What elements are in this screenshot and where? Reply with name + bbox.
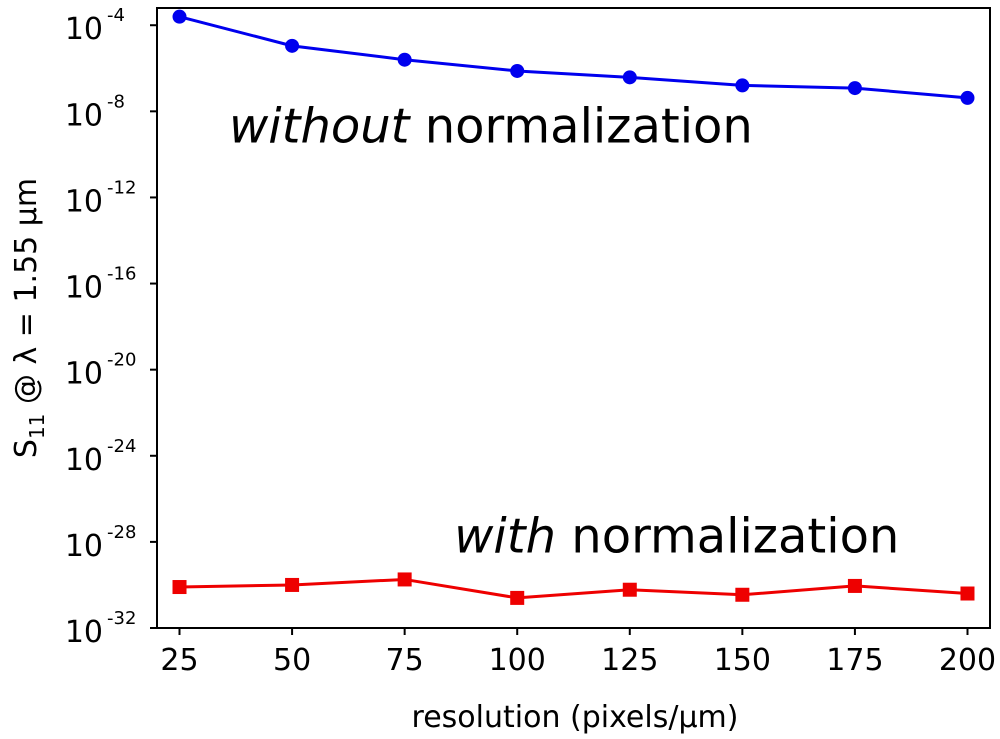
y-axis-label-subscript: 11: [25, 414, 49, 439]
x-tick-label: 150: [714, 643, 771, 678]
y-tick-exponent: -12: [107, 177, 136, 198]
annotation-italic: with: [454, 508, 556, 564]
series-1-point: [510, 63, 525, 78]
y-tick-exponent: -32: [107, 608, 136, 629]
series-2-point: [847, 578, 862, 593]
y-tick-label: 10: [65, 98, 103, 133]
series-2-point: [285, 577, 300, 592]
x-axis-ticks: 25 50 75 100 125 150 175 200: [160, 628, 996, 678]
series-1-point: [285, 38, 300, 53]
y-tick-exponent: -8: [107, 91, 125, 112]
series-2-point: [735, 587, 750, 602]
x-tick-label: 200: [939, 643, 996, 678]
y-axis-label: S11 @ λ = 1.55 µm: [9, 178, 49, 458]
series-2-line: [179, 577, 968, 600]
axes-frame: [156, 7, 991, 629]
x-tick-label: 50: [273, 643, 311, 678]
y-tick-exponent: -24: [107, 436, 136, 457]
series-1-point: [960, 90, 975, 105]
x-tick-label: 25: [160, 643, 198, 678]
y-tick-label: 10: [65, 357, 103, 392]
series-1-point: [847, 81, 862, 96]
y-tick-label: 10: [65, 529, 103, 564]
y-tick-exponent: -16: [107, 264, 136, 285]
series-2-point: [397, 572, 412, 587]
y-tick-label: 10: [65, 12, 103, 47]
plot-area: [156, 7, 991, 629]
x-tick-label: 100: [489, 643, 546, 678]
annotation-text: normalization: [409, 98, 752, 154]
x-tick-label: 75: [386, 643, 424, 678]
annotation-italic: without: [229, 98, 412, 154]
y-tick-exponent: -4: [107, 5, 125, 26]
y-tick-label: 10: [65, 184, 103, 219]
x-axis-label: resolution (pixels/µm): [412, 700, 739, 735]
y-axis-label-rest: @ λ = 1.55 µm: [9, 178, 44, 414]
series-1-line: [179, 15, 968, 100]
y-tick-exponent: -28: [107, 522, 136, 543]
series-2-point: [622, 582, 637, 597]
y-tick-label: 10: [65, 271, 103, 306]
y-axis-label-main: S: [9, 439, 44, 458]
series-2-point: [960, 586, 975, 601]
series-1-point: [172, 9, 187, 24]
series-1-point: [622, 70, 637, 85]
series-2-point: [172, 580, 187, 595]
x-tick-label: 175: [826, 643, 883, 678]
y-tick-label: 10: [65, 443, 103, 478]
series-1-point: [397, 52, 412, 67]
y-tick-exponent: -20: [107, 350, 136, 371]
y-tick-label: 10: [65, 615, 103, 650]
annotation-text: normalization: [556, 508, 899, 564]
series-2-point: [510, 590, 525, 605]
x-tick-label: 125: [601, 643, 658, 678]
annotation-1: without normalization: [229, 98, 753, 154]
series-1-point: [735, 78, 750, 93]
annotation-2: with normalization: [454, 508, 899, 564]
series-layer: [172, 9, 975, 605]
